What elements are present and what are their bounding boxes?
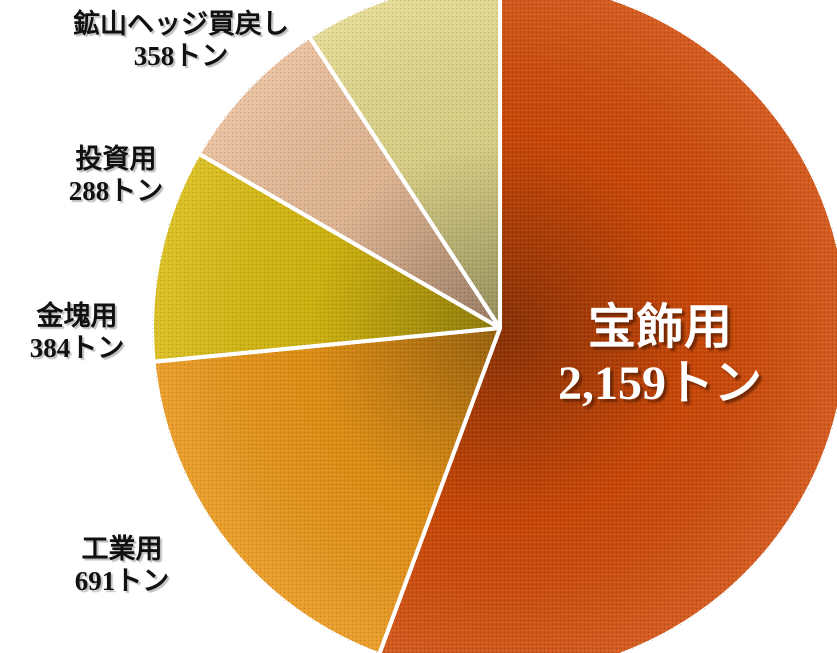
slice-label-jewelry-value: 2,159トン (557, 357, 762, 410)
slice-label-industrial-value: 691トン (74, 566, 170, 596)
slice-label-bar-hoarding-category: 金塊用 (36, 301, 118, 331)
slice-label-investment-category: 投資用 (75, 144, 157, 174)
pie-slice-producer-hedging (307, 0, 502, 330)
slice-label-investment: 投資用 288トン (52, 143, 180, 207)
pie-slice-bar-hoarding (150, 151, 502, 364)
slice-label-investment-value: 288トン (68, 176, 164, 206)
pie-slice-producer-hedging-dither (309, 0, 500, 328)
pie-slice-industrial-dither (153, 328, 500, 653)
pie-slice-jewelry-dither (379, 0, 837, 653)
slice-label-producer-hedging-category: 鉱山ヘッジ買戻し (73, 9, 289, 39)
pie-slice-investment-dither (198, 36, 500, 328)
slice-separator-producer-hedging (307, 35, 502, 330)
slice-label-bar-hoarding-value: 384トン (29, 333, 125, 363)
slice-label-producer-hedging-value: 358トン (133, 41, 229, 71)
slice-label-jewelry: 宝飾用 2,159トン (540, 300, 780, 412)
slice-separator-bar-hoarding (153, 326, 501, 364)
slice-separator-industrial (377, 327, 502, 653)
pie-slice-investment (196, 34, 502, 330)
pie-slice-bar-hoarding-dither (152, 153, 500, 362)
slice-label-bar-hoarding: 金塊用 384トン (18, 300, 136, 364)
pie-slice-industrial (151, 326, 502, 653)
pie-slice-jewelry (377, 0, 837, 653)
slice-label-industrial: 工業用 691トン (62, 533, 182, 597)
slice-label-industrial-category: 工業用 (81, 534, 163, 564)
slice-label-producer-hedging: 鉱山ヘッジ買戻し 358トン (46, 8, 316, 72)
slice-label-jewelry-category: 宝飾用 (587, 301, 732, 354)
slice-separator-investment (197, 151, 502, 330)
